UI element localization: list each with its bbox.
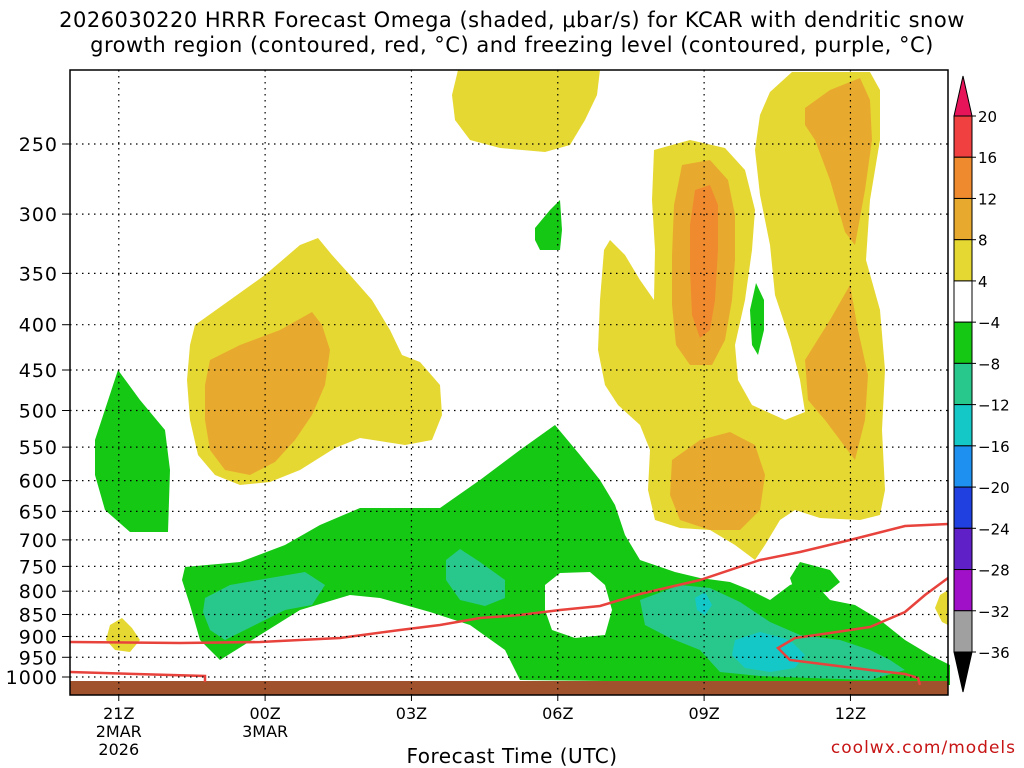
colorbar-box bbox=[953, 569, 973, 612]
x-tick-sublabel: 2MAR bbox=[96, 722, 142, 741]
omega-region-green-right-small bbox=[790, 562, 840, 593]
omega-region-yellow-edge-right bbox=[935, 590, 948, 625]
y-tick-label: 1000 bbox=[6, 667, 58, 689]
colorbar-label: −8 bbox=[978, 355, 1000, 373]
omega-region-cyan bbox=[695, 592, 805, 672]
colorbar: 20 16 12 8 4 −4 −8 −12 −16 −20 −24 −28 −32 −36 bbox=[953, 75, 1010, 693]
chart-title-line-2: growth region (contoured, red, °C) and f… bbox=[90, 33, 934, 57]
x-tick-label: 09Z bbox=[688, 704, 719, 723]
y-tick-label: 750 bbox=[19, 556, 58, 578]
colorbar-label: −16 bbox=[978, 438, 1010, 456]
y-tick-label: 400 bbox=[19, 315, 58, 337]
omega-region-orange-e bbox=[670, 432, 765, 530]
x-axis-title: Forecast Time (UTC) bbox=[406, 744, 618, 768]
omega-region-orange-left bbox=[205, 312, 330, 475]
freezing-level-contour-2 bbox=[69, 670, 207, 682]
colorbar-box bbox=[953, 115, 973, 158]
omega-region-green-left bbox=[95, 370, 170, 532]
colorbar-box bbox=[953, 280, 973, 323]
colorbar-label: −20 bbox=[978, 479, 1010, 497]
omega-region-yellow-small bbox=[106, 618, 140, 652]
colorbar-label: −24 bbox=[978, 520, 1010, 538]
colorbar-box bbox=[953, 445, 973, 488]
y-gridlines bbox=[62, 143, 948, 678]
credit-text: coolwx.com/models bbox=[830, 738, 1016, 758]
colorbar-top-triangle bbox=[953, 75, 973, 117]
omega-region-orange-b bbox=[690, 185, 718, 338]
omega-region-orange-c bbox=[805, 78, 872, 245]
omega-region-orange-d bbox=[805, 285, 868, 460]
colorbar-box bbox=[953, 610, 973, 653]
omega-region-green-small-upper bbox=[535, 200, 562, 250]
x-tick-label: 12Z bbox=[835, 704, 866, 723]
colorbar-label: 20 bbox=[978, 108, 997, 126]
x-tick-sublabel: 2026 bbox=[98, 740, 139, 759]
colorbar-box bbox=[953, 156, 973, 199]
chart-title-line-1: 2026030220 HRRR Forecast Omega (shaded, … bbox=[59, 8, 965, 32]
y-tick-label: 950 bbox=[19, 647, 58, 669]
x-tick-label: 06Z bbox=[542, 704, 573, 723]
y-tick-labels: 2503003504004505005506006507007508008509… bbox=[6, 134, 58, 689]
freezing-level-contour bbox=[69, 522, 949, 645]
omega-region-yellow-right bbox=[598, 72, 885, 560]
y-tick-label: 650 bbox=[19, 501, 58, 523]
y-tick-label: 800 bbox=[19, 581, 58, 603]
colorbar-label: −4 bbox=[978, 314, 1000, 332]
y-tick-label: 250 bbox=[19, 134, 58, 156]
colorbar-bottom-triangle bbox=[953, 651, 973, 693]
y-tick-label: 500 bbox=[19, 401, 58, 423]
y-tick-label: 550 bbox=[19, 437, 58, 459]
colorbar-label: −12 bbox=[978, 397, 1010, 415]
colorbar-box bbox=[953, 197, 973, 241]
x-tick-label: 03Z bbox=[396, 704, 427, 723]
omega-region-yellow-top bbox=[452, 70, 600, 152]
y-tick-label: 450 bbox=[19, 360, 58, 382]
plot-frame bbox=[69, 69, 949, 696]
colorbar-box bbox=[953, 527, 973, 571]
colorbar-label: −32 bbox=[978, 603, 1010, 621]
y-tick-label: 850 bbox=[19, 605, 58, 627]
y-tick-label: 350 bbox=[19, 263, 58, 285]
ground-strip bbox=[70, 681, 948, 695]
colorbar-label: −28 bbox=[978, 562, 1010, 580]
omega-region-teal-left bbox=[203, 572, 325, 640]
y-tick-label: 300 bbox=[19, 204, 58, 226]
omega-hole-white bbox=[545, 572, 612, 638]
freezing-level-contour-3 bbox=[775, 576, 949, 686]
omega-region-green-small-right bbox=[750, 283, 764, 355]
x-tick-sublabel: 3MAR bbox=[242, 722, 288, 741]
y-tick-label: 600 bbox=[19, 471, 58, 493]
omega-shading bbox=[95, 70, 950, 685]
colorbar-box bbox=[953, 362, 973, 406]
x-gridlines bbox=[118, 70, 852, 701]
colorbar-box bbox=[953, 404, 973, 447]
colorbar-label: 8 bbox=[978, 232, 988, 250]
colorbar-label: −36 bbox=[978, 644, 1010, 662]
y-tick-label: 900 bbox=[19, 626, 58, 648]
colorbar-box bbox=[953, 486, 973, 529]
colorbar-label: 4 bbox=[978, 273, 988, 291]
colorbar-box bbox=[953, 321, 973, 364]
x-tick-label: 00Z bbox=[249, 704, 280, 723]
colorbar-box bbox=[953, 239, 973, 282]
colorbar-label: 16 bbox=[978, 149, 997, 167]
x-tick-label: 21Z bbox=[103, 704, 134, 723]
colorbar-label: 12 bbox=[978, 190, 997, 208]
y-tick-label: 700 bbox=[19, 530, 58, 552]
